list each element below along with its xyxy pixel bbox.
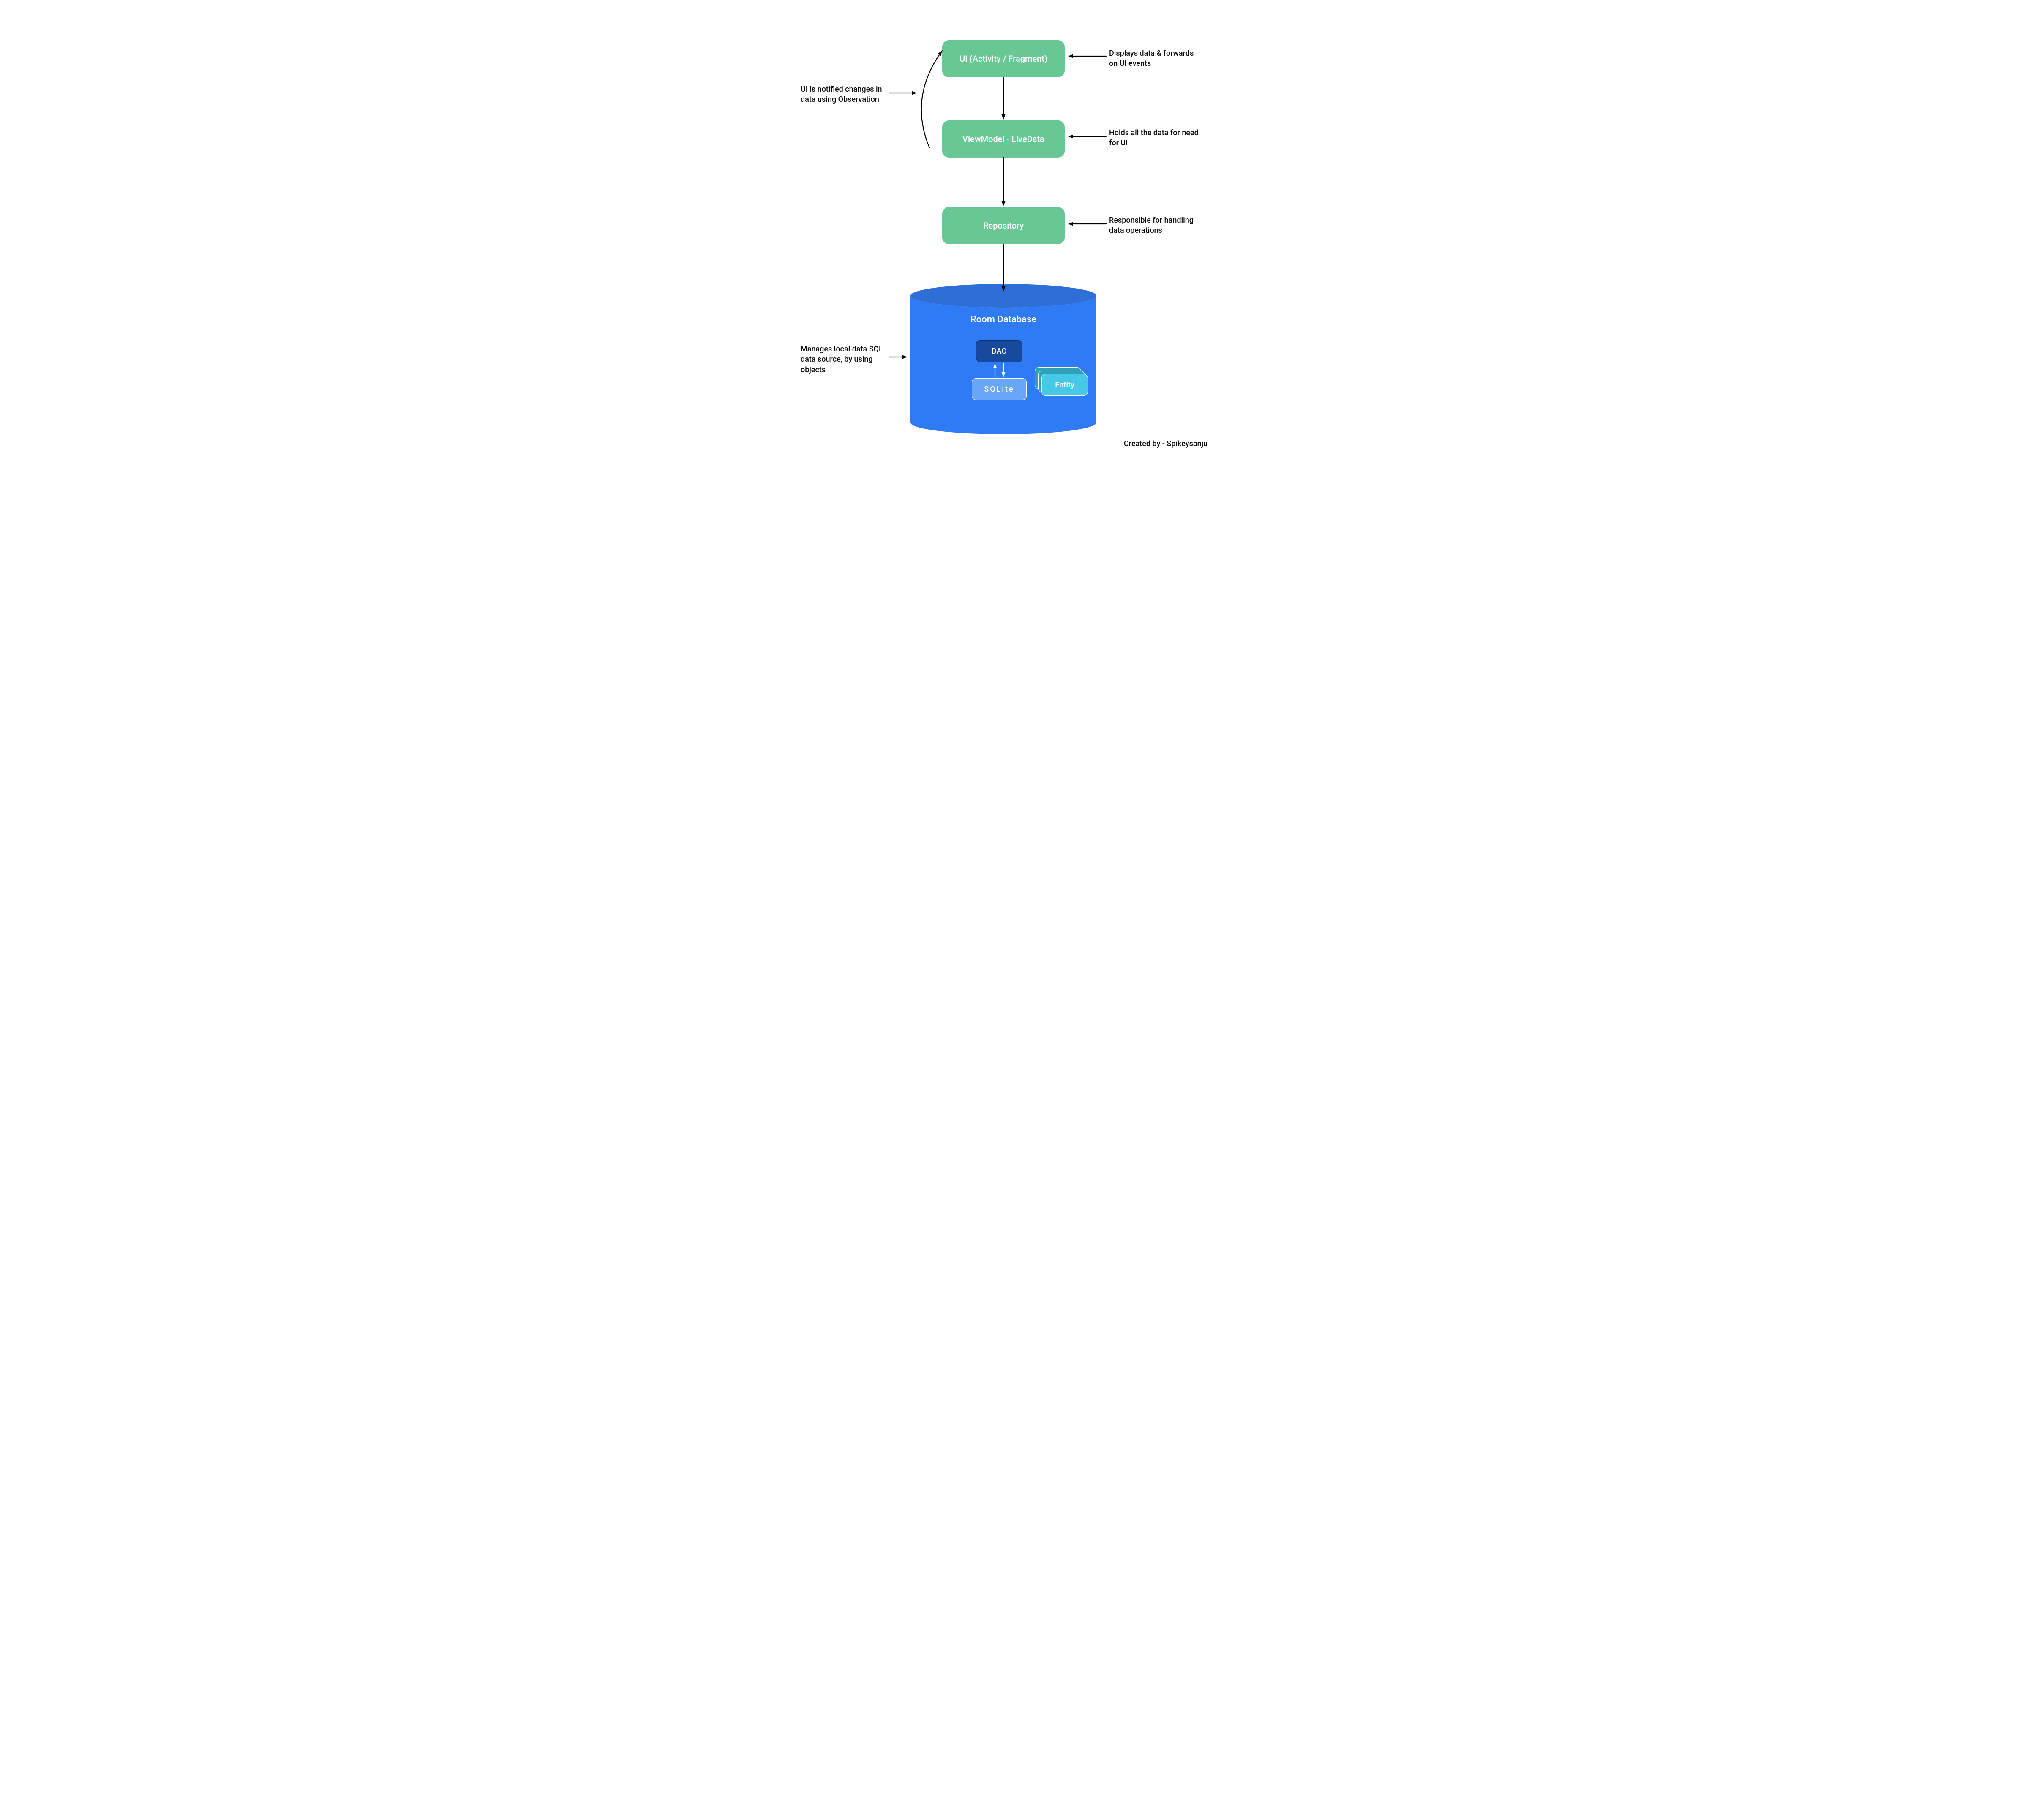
node-ui-label: UI (Activity / Fragment) [959,54,1047,64]
node-dao: DAO [976,340,1022,362]
node-sqlite-label: SQLite [984,385,1014,394]
node-repository-label: Repository [983,221,1024,231]
annotation-observation: UI is notified changes in data using Obs… [801,84,882,105]
annotation-database: Manages local data SQL data source, by u… [801,344,883,375]
node-viewmodel-label: ViewModel - LiveData [962,134,1044,144]
node-sqlite: SQLite [972,378,1027,400]
credit-text: Created by - Spikeysanju [1124,439,1208,448]
node-repository: Repository [942,207,1065,244]
annotation-repository: Responsible for handling data operations [1109,215,1194,236]
node-entity: Entity [1041,374,1088,396]
annotation-ui: Displays data & forwards on UI events [1109,49,1194,69]
node-viewmodel: ViewModel - LiveData [942,120,1065,158]
diagram-canvas: UI (Activity / Fragment) ViewModel - Liv… [760,0,1268,455]
annotation-viewmodel: Holds all the data for need for UI [1109,128,1199,149]
node-dao-label: DAO [992,347,1007,356]
node-ui: UI (Activity / Fragment) [942,40,1065,77]
database-title: Room Database [910,311,1096,328]
node-entity-label: Entity [1055,381,1074,390]
